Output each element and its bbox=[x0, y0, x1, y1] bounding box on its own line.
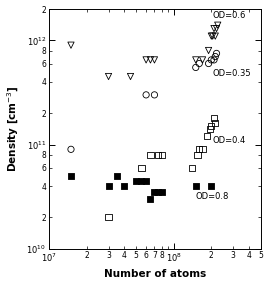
Point bbox=[206, 48, 211, 53]
Point bbox=[209, 58, 214, 62]
Point bbox=[148, 152, 153, 157]
Point bbox=[144, 93, 148, 97]
Text: OD=0.6: OD=0.6 bbox=[213, 11, 246, 20]
Point bbox=[200, 147, 205, 152]
Point bbox=[209, 124, 214, 129]
Point bbox=[160, 190, 164, 194]
Point bbox=[212, 58, 216, 62]
Point bbox=[156, 152, 160, 157]
Point bbox=[107, 184, 111, 188]
Point bbox=[139, 178, 144, 183]
X-axis label: Number of atoms: Number of atoms bbox=[104, 269, 206, 280]
Point bbox=[208, 127, 212, 132]
Point bbox=[152, 93, 157, 97]
Point bbox=[194, 184, 198, 188]
Point bbox=[115, 174, 119, 178]
Point bbox=[213, 34, 217, 38]
Point bbox=[144, 58, 148, 62]
Point bbox=[197, 61, 201, 66]
Point bbox=[212, 116, 216, 120]
Point bbox=[195, 152, 200, 157]
Point bbox=[209, 34, 214, 38]
Point bbox=[213, 54, 217, 59]
Point bbox=[148, 58, 153, 62]
Point bbox=[190, 165, 194, 170]
Text: OD=0.35: OD=0.35 bbox=[213, 69, 251, 78]
Point bbox=[200, 58, 205, 62]
Point bbox=[211, 34, 215, 38]
Point bbox=[156, 190, 160, 194]
Point bbox=[214, 51, 219, 56]
Point bbox=[194, 58, 198, 62]
Point bbox=[134, 178, 138, 183]
Point bbox=[122, 184, 126, 188]
Point bbox=[215, 23, 220, 27]
Point bbox=[194, 65, 198, 70]
Point bbox=[69, 43, 73, 48]
Text: OD=0.8: OD=0.8 bbox=[196, 192, 229, 201]
Point bbox=[212, 26, 216, 31]
Point bbox=[152, 58, 157, 62]
Point bbox=[69, 174, 73, 178]
Point bbox=[209, 184, 214, 188]
Point bbox=[139, 165, 144, 170]
Point bbox=[160, 152, 164, 157]
Point bbox=[197, 147, 201, 152]
Point bbox=[206, 61, 211, 66]
Text: OD=0.4: OD=0.4 bbox=[213, 136, 246, 145]
Point bbox=[69, 147, 73, 152]
Point bbox=[107, 74, 111, 79]
Point bbox=[128, 74, 133, 79]
Point bbox=[107, 215, 111, 220]
Y-axis label: Density [cm$^{-3}$]: Density [cm$^{-3}$] bbox=[6, 86, 21, 172]
Point bbox=[144, 178, 148, 183]
Point bbox=[214, 26, 219, 31]
Point bbox=[148, 197, 153, 201]
Point bbox=[205, 134, 209, 139]
Point bbox=[152, 190, 157, 194]
Point bbox=[213, 121, 217, 126]
